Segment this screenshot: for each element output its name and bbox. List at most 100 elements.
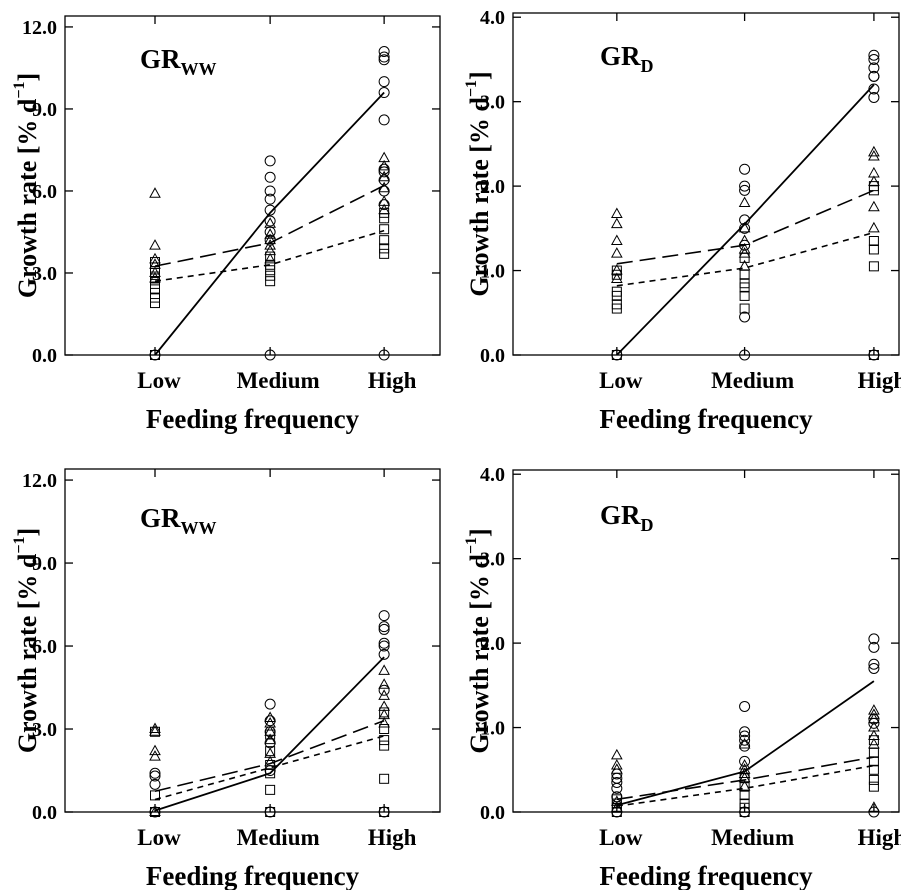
x-tick-label: High xyxy=(858,368,901,393)
point-circle xyxy=(739,349,751,361)
point-square xyxy=(265,746,276,757)
y-axis-label-end: ] xyxy=(13,73,42,82)
series-line xyxy=(616,680,875,807)
y-tick-label: 4.0 xyxy=(480,464,505,486)
point-circle xyxy=(739,163,751,175)
point-circle xyxy=(378,166,390,178)
y-tick-label: 4.0 xyxy=(480,7,505,29)
point-triangle xyxy=(149,805,161,816)
point-circle xyxy=(739,734,751,746)
x-tick-label: Low xyxy=(137,368,181,393)
point-circle xyxy=(264,349,276,361)
series-line xyxy=(616,84,875,356)
series-line xyxy=(154,656,385,812)
point-circle xyxy=(378,684,390,696)
point-circle xyxy=(739,755,751,767)
point-square xyxy=(868,261,879,272)
series-line xyxy=(154,184,385,267)
point-circle xyxy=(868,806,880,818)
panel-title-main: GR xyxy=(140,503,181,533)
point-triangle xyxy=(378,159,390,171)
point-triangle xyxy=(149,725,161,736)
point-triangle xyxy=(378,664,390,675)
plot-frame xyxy=(64,15,441,356)
point-triangle xyxy=(610,207,623,218)
x-axis-label: Feeding frequency xyxy=(599,404,813,434)
point-circle xyxy=(868,633,880,645)
point-circle xyxy=(739,184,751,196)
point-circle xyxy=(378,349,390,361)
point-circle xyxy=(378,76,390,88)
point-triangle xyxy=(264,228,276,239)
point-circle xyxy=(739,740,751,752)
plot-frame xyxy=(64,468,441,813)
y-axis-label-text: Growth rate [% d xyxy=(13,553,42,753)
y-tick-label: 3.0 xyxy=(480,549,505,571)
point-square xyxy=(868,350,879,360)
y-tick-label: 6.0 xyxy=(32,636,57,658)
point-square xyxy=(265,265,276,276)
y-axis-label-text: Growth rate [% d xyxy=(13,98,42,298)
point-circle xyxy=(378,114,390,126)
point-triangle xyxy=(868,708,880,719)
point-triangle xyxy=(868,801,880,812)
y-tick-label: 3.0 xyxy=(32,263,57,285)
point-square xyxy=(150,292,160,303)
point-square xyxy=(265,251,276,262)
point-square xyxy=(868,244,879,255)
point-triangle xyxy=(149,744,161,756)
y-tick-label: 6.0 xyxy=(32,181,57,203)
point-square xyxy=(265,784,276,795)
x-axis-label: Feeding frequency xyxy=(146,861,360,890)
point-circle xyxy=(264,193,276,205)
point-triangle xyxy=(610,763,623,774)
point-square xyxy=(739,269,750,280)
point-square xyxy=(739,773,750,784)
point-square xyxy=(150,262,160,273)
point-triangle xyxy=(264,252,276,264)
point-square xyxy=(739,252,750,263)
point-triangle xyxy=(264,711,276,722)
point-triangle xyxy=(738,737,751,749)
y-tick-label: 2.0 xyxy=(480,633,505,655)
x-tick-label: Medium xyxy=(237,368,320,393)
point-triangle xyxy=(149,750,161,761)
point-square xyxy=(379,224,390,235)
y-axis-label: Growth rate [% d−1] xyxy=(463,71,494,296)
panel-title-main: GR xyxy=(140,44,181,74)
y-axis-label-sup: −1 xyxy=(463,537,480,554)
x-tick-label: Low xyxy=(599,825,643,850)
y-tick-label: 2.0 xyxy=(480,176,505,198)
point-square xyxy=(868,774,879,785)
y-axis-label-text: Growth rate [% d xyxy=(465,554,494,754)
point-circle xyxy=(739,726,751,738)
y-tick-label: 12.0 xyxy=(22,470,57,492)
point-triangle xyxy=(378,170,390,182)
point-square xyxy=(150,350,160,360)
y-axis-label-text: Growth rate [% d xyxy=(465,97,494,297)
y-tick-label: 9.0 xyxy=(32,553,57,575)
point-square xyxy=(379,213,390,224)
point-square xyxy=(868,236,879,246)
panel-title: GRWW xyxy=(140,44,217,79)
y-axis-label: Growth rate [% d−1] xyxy=(11,528,42,753)
point-circle xyxy=(378,87,390,99)
point-triangle xyxy=(610,247,623,258)
point-circle xyxy=(149,778,161,790)
y-tick-label: 0.0 xyxy=(480,345,505,367)
point-circle xyxy=(378,610,390,622)
panel-title-sub: D xyxy=(641,515,654,535)
panel-title-main: GR xyxy=(600,41,641,71)
point-square xyxy=(739,781,750,792)
series-line xyxy=(154,719,385,793)
point-square xyxy=(150,807,160,817)
point-circle xyxy=(868,658,880,670)
point-triangle xyxy=(149,722,161,734)
point-square xyxy=(150,284,160,295)
point-triangle xyxy=(264,217,276,228)
series-line xyxy=(616,756,875,801)
point-triangle xyxy=(868,145,880,157)
x-tick-label: High xyxy=(368,825,417,850)
point-circle xyxy=(868,53,880,65)
